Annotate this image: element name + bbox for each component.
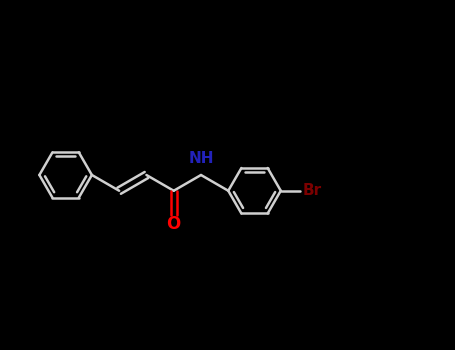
Text: NH: NH (188, 151, 214, 166)
Text: O: O (167, 216, 181, 233)
Text: Br: Br (303, 183, 322, 198)
